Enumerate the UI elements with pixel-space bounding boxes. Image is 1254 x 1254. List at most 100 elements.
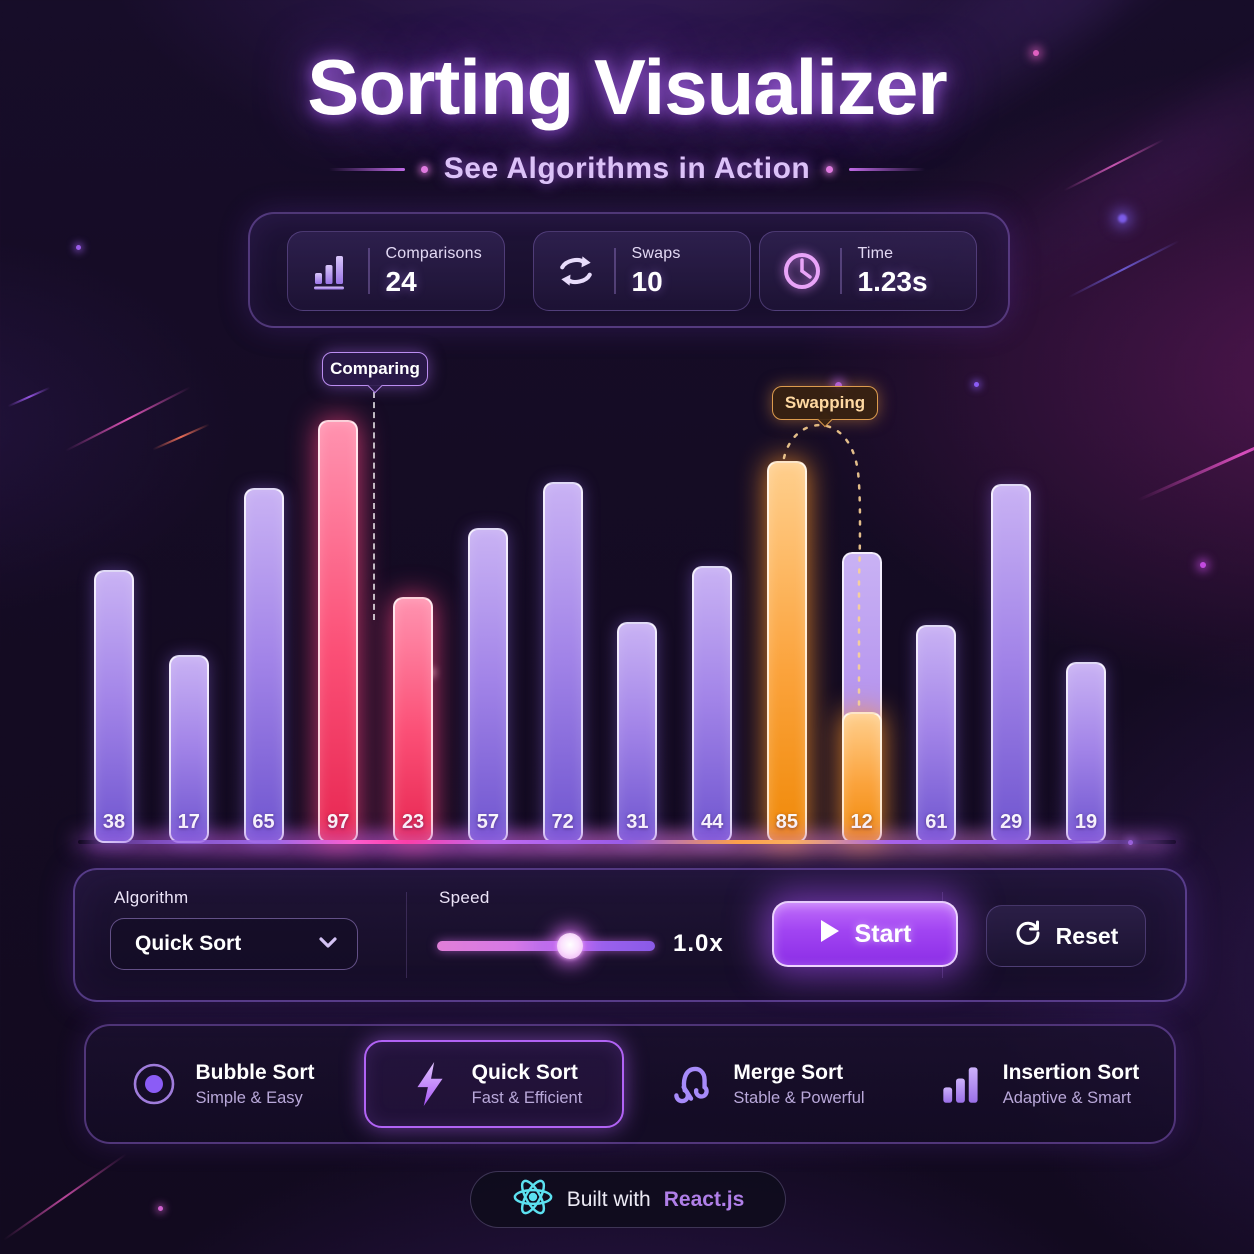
- bar: 85: [766, 461, 807, 843]
- stats-panel: Comparisons 24 Swaps 10: [248, 212, 1010, 328]
- footer-text: Built with: [566, 1187, 651, 1211]
- star-dot: [1200, 562, 1206, 568]
- lightning-icon: [406, 1060, 454, 1108]
- refresh-icon: [1014, 919, 1042, 953]
- ornament-line: [849, 167, 926, 171]
- stat-card-comparisons: Comparisons 24: [287, 231, 505, 311]
- algo-card-tagline: Fast & Efficient: [471, 1088, 583, 1107]
- bar-value-label: 97: [327, 811, 350, 833]
- radio-circle-icon: [130, 1060, 178, 1108]
- bar-slot: 57: [467, 420, 508, 843]
- chevron-down-icon: [319, 935, 337, 953]
- bar-slot: 97: [318, 420, 359, 843]
- ornament-dot: [420, 165, 428, 173]
- bar: 57: [467, 528, 508, 843]
- algo-card-title: Quick Sort: [471, 1060, 578, 1084]
- algo-card-tagline: Stable & Powerful: [733, 1088, 865, 1107]
- bar-value-label: 61: [925, 811, 948, 833]
- algo-card-tagline: Adaptive & Smart: [1002, 1088, 1132, 1107]
- divider: [840, 248, 842, 294]
- speed-slider[interactable]: [437, 933, 655, 959]
- page-title: Sorting Visualizer: [307, 43, 947, 131]
- bar-slot: 61: [916, 420, 957, 843]
- bar: 72: [542, 482, 583, 843]
- bar-slot: 23: [393, 420, 434, 843]
- bar-slot: 29: [991, 420, 1032, 843]
- controls-panel: Algorithm Quick Sort Speed 1.0x Start Re…: [73, 868, 1187, 1002]
- speed-label: Speed: [439, 888, 490, 907]
- divider: [368, 248, 370, 294]
- react-logo-icon: [512, 1177, 554, 1222]
- bar-value-label: 23: [401, 811, 425, 833]
- bar-value-label: 29: [1000, 811, 1023, 833]
- light-streak: [2, 1153, 128, 1241]
- star-dot: [158, 1206, 163, 1211]
- bar-chart-icon: [308, 249, 352, 293]
- bars: 38 17 65 97 23 57 72 31 44 85 12 61 29 19: [94, 420, 1106, 843]
- bar: 38: [94, 570, 134, 843]
- algorithm-label: Algorithm: [114, 888, 189, 907]
- stat-label: Comparisons: [385, 244, 482, 262]
- algo-card-merge-sort[interactable]: Merge Sort Stable & Powerful: [636, 1040, 896, 1128]
- star-dot: [974, 382, 979, 387]
- bar-value-label: 12: [850, 811, 873, 833]
- bar-value-label: 17: [177, 811, 200, 833]
- algorithm-dropdown-value: Quick Sort: [135, 932, 242, 955]
- bar: 12: [841, 712, 882, 843]
- play-icon: [819, 918, 841, 951]
- bar-slot: 12: [841, 420, 882, 843]
- star-dot: [76, 245, 81, 250]
- bar: 17: [168, 655, 209, 843]
- algo-card-quick-sort[interactable]: Quick Sort Fast & Efficient: [364, 1040, 624, 1128]
- stat-label: Swaps: [631, 244, 681, 262]
- start-button[interactable]: Start: [772, 901, 958, 967]
- bar: 29: [991, 484, 1032, 843]
- bar-value-label: 44: [701, 811, 724, 833]
- bar-value-label: 38: [102, 811, 126, 833]
- swap-arrows-icon: [554, 249, 598, 293]
- bar: 61: [916, 625, 957, 843]
- baseline: [78, 840, 1176, 844]
- bar-slot: 85: [766, 420, 807, 843]
- bar-value-label: 31: [626, 811, 649, 833]
- bar-slot: 38: [94, 420, 134, 843]
- bar-value-label: 57: [476, 811, 499, 833]
- start-button-label: Start: [854, 919, 912, 948]
- page-subtitle-row: See Algorithms in Action: [0, 152, 1254, 186]
- bar: 31: [617, 622, 658, 843]
- footer-brand: React.js: [663, 1187, 745, 1211]
- reset-button-label: Reset: [1055, 922, 1119, 949]
- page-subtitle: See Algorithms in Action: [443, 152, 811, 185]
- reset-button[interactable]: Reset: [986, 905, 1146, 967]
- light-streak: [7, 386, 51, 408]
- algo-card-bubble-sort[interactable]: Bubble Sort Simple & Easy: [92, 1040, 352, 1128]
- bar: 97: [318, 420, 359, 843]
- algorithm-cards-panel: Bubble Sort Simple & Easy Quick Sort Fas…: [84, 1024, 1176, 1144]
- stat-card-swaps: Swaps 10: [533, 231, 751, 311]
- bar: 65: [243, 488, 284, 843]
- algorithm-dropdown[interactable]: Quick Sort: [110, 918, 358, 970]
- speed-slider-thumb[interactable]: [556, 933, 583, 959]
- algo-card-insertion-sort[interactable]: Insertion Sort Adaptive & Smart: [908, 1040, 1168, 1128]
- merge-icon: [667, 1060, 715, 1108]
- divider: [614, 248, 616, 294]
- stat-card-time: Time 1.23s: [759, 231, 977, 311]
- clock-icon: [780, 249, 824, 293]
- bar-slot: 31: [617, 420, 658, 843]
- ornament-line: [328, 167, 405, 171]
- bar-value-label: 72: [551, 811, 574, 833]
- bar-slot: 72: [542, 420, 583, 843]
- bar-value-label: 65: [252, 811, 275, 833]
- stat-label: Time: [857, 244, 894, 262]
- light-streak: [1137, 405, 1254, 502]
- algo-card-tagline: Simple & Easy: [195, 1088, 303, 1107]
- swapping-tooltip: Swapping: [772, 386, 878, 420]
- comparing-tooltip: Comparing: [322, 352, 428, 386]
- stat-value: 1.23s: [857, 265, 928, 297]
- divider: [406, 892, 407, 978]
- star-dot: [1118, 214, 1127, 223]
- algo-card-title: Bubble Sort: [195, 1060, 315, 1084]
- bar-slot: 44: [692, 420, 733, 843]
- speed-value: 1.0x: [673, 930, 724, 957]
- bar-slot: 19: [1065, 420, 1106, 843]
